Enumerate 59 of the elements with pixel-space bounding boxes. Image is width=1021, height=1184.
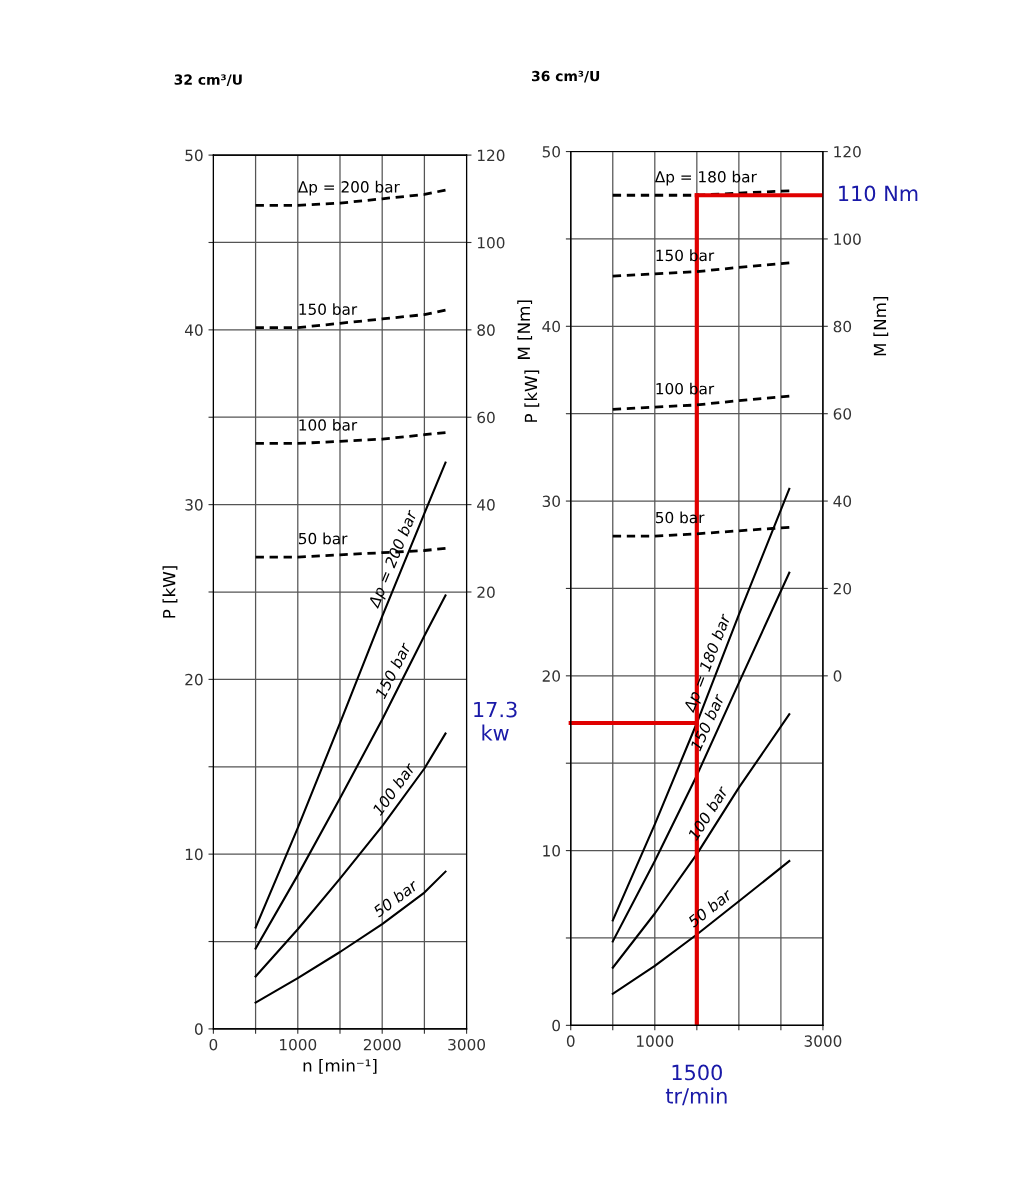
line-series: [611, 394, 791, 411]
chart-title: 36 cm³/U: [531, 70, 600, 83]
ref-line-label: 110 Nm: [839, 185, 918, 202]
y-tick-label: 30: [185, 499, 203, 511]
y-tick-label: 50: [542, 146, 560, 158]
y-tick-label: 0: [552, 1019, 560, 1032]
y2-tick-label: 120: [834, 146, 861, 158]
x-tick-label: 1000: [637, 1035, 674, 1047]
y-tick-label: 40: [184, 324, 203, 336]
y-tick-label: 20: [185, 673, 203, 686]
y-axis-title: P [kW]: [524, 370, 540, 422]
line-series: [254, 461, 447, 929]
y-axis-title: P [kW]: [162, 566, 178, 618]
y-tick-label: 50: [185, 149, 203, 162]
x-tick-label: 0: [209, 1038, 218, 1051]
x-tick-label: 0: [566, 1035, 575, 1047]
y2-tick-label: 40: [477, 499, 495, 511]
y-tick-label: 20: [542, 670, 560, 682]
x-tick-label: 1000: [280, 1038, 317, 1051]
x-tick-label: 3000: [804, 1035, 842, 1047]
y2-tick-label: 120: [478, 149, 505, 162]
line-series: [254, 732, 447, 978]
y2-tick-label: 20: [833, 582, 852, 595]
series-label: 100 bar: [299, 418, 358, 431]
line-series: [611, 261, 791, 278]
line-series: [611, 571, 791, 943]
line-series: [254, 431, 447, 445]
y-tick-label: 40: [542, 320, 560, 333]
ref-line-label: 17.3 kw: [474, 701, 517, 741]
y2-tick-label: 20: [477, 586, 495, 599]
ref-line-label: 1500 tr/min: [665, 1064, 727, 1106]
x-axis-title: n [min⁻¹]: [303, 1058, 377, 1074]
line-series: [611, 860, 791, 995]
y2-tick-label: 0: [833, 670, 842, 682]
series-label: Δp = 200 bar: [297, 180, 400, 196]
y-tick-label: 10: [543, 845, 560, 857]
text: 150 bar: [374, 640, 412, 700]
text: Δp = 200 bar: [367, 508, 421, 611]
series-label: 150 bar: [299, 303, 358, 315]
y2-tick-label: 60: [477, 411, 495, 424]
text: 50 bar: [686, 887, 734, 928]
y2-tick-label: 60: [833, 408, 852, 420]
y-tick-label: 0: [194, 1023, 203, 1035]
y2-tick-label: 80: [477, 324, 495, 336]
x-tick-label: 3000: [448, 1038, 486, 1051]
series-label: Δp = 180 bar: [654, 170, 757, 186]
y2-tick-label: 80: [833, 320, 852, 333]
chart-title: 32 cm³/U: [174, 74, 242, 86]
y2-axis-title: M [Nm]: [517, 300, 533, 359]
y-tick-label: 30: [542, 495, 560, 508]
x-tick-label: 2000: [363, 1038, 401, 1051]
series-label: 50 bar: [298, 532, 348, 545]
y-tick-label: 10: [185, 848, 203, 861]
text: 50 bar: [372, 878, 420, 918]
y2-tick-label: 100: [834, 233, 861, 245]
y2-tick-label: 100: [478, 236, 505, 249]
y2-axis-title: M [Nm]: [873, 297, 889, 356]
line-series: [254, 870, 447, 1004]
y2-tick-label: 40: [833, 495, 852, 508]
